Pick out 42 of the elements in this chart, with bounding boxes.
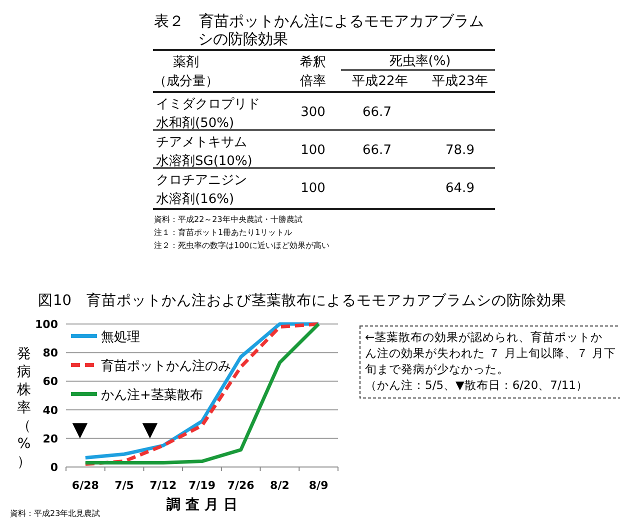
- x-axis-title: 調 査 月 日: [166, 496, 238, 513]
- text: 資料：平成22～23年中央農試・十勝農試: [154, 215, 302, 224]
- text: 資料：平成23年北見農試: [10, 509, 100, 518]
- y-tick-label: 20: [42, 432, 58, 446]
- x-tick-label: 7/19: [188, 479, 216, 492]
- data-label: 66.7: [362, 105, 392, 120]
- y-axis-title: 発病株率（%）: [16, 346, 31, 470]
- legend-label: 無処理: [101, 330, 140, 345]
- data-label: 100: [300, 181, 326, 196]
- text: ←茎葉散布の効果が認められ、育苗ポットかん注の効果が失われた ７ 月上旬以降、７ 月下旬まで発病が少なかった。（かん注：5/5、▼散布日：6/20、7/11）: [365, 330, 616, 392]
- y-tick-label: 100: [35, 318, 58, 331]
- y-tick-label: 40: [42, 404, 58, 417]
- x-tick-label: 希釈倍率: [300, 55, 326, 89]
- y-tick-label: クロチアニジン水溶剤(16%): [156, 173, 247, 207]
- data-label: 300: [300, 105, 326, 120]
- text: 死虫率(%): [389, 53, 451, 69]
- x-tick-label: 平成23年: [432, 74, 488, 89]
- x-tick-label: 8/2: [270, 479, 290, 492]
- x-tick-label: 7/5: [114, 479, 134, 492]
- x-tick-label: 6/28: [72, 479, 99, 492]
- data-label: 66.7: [362, 143, 392, 158]
- x-tick-label: 7/26: [227, 479, 255, 492]
- x-tick-label: 8/9: [308, 479, 328, 492]
- data-label: 100: [300, 143, 326, 158]
- chart-title: 図10 育苗ポットかん注および茎葉散布によるモモアカアブラムシの防除効果: [38, 292, 566, 309]
- y-tick-label: チアメトキサム水溶剤SG(10%): [156, 135, 252, 169]
- legend-label: 育苗ポットかん注のみ: [101, 358, 231, 374]
- chart-title: 表２ 育苗ポットかん注によるモモアカアブラムシの防除効果: [154, 12, 484, 48]
- annotation: ▼: [72, 417, 88, 441]
- text: 注１：育苗ポット1冊あたり1リットル: [154, 228, 292, 237]
- y-tick-label: イミダクロプリド水和剤(50%): [156, 97, 260, 131]
- text: 注２：死虫率の数字は100に近いほど効果が高い: [154, 241, 330, 250]
- data-label: 64.9: [446, 181, 474, 196]
- y-tick-label: 0: [50, 461, 58, 474]
- legend-label: かん注+茎葉散布: [101, 388, 203, 403]
- y-tick-label: 60: [42, 375, 58, 388]
- x-tick-label: 7/12: [150, 479, 177, 492]
- annotation: ▼: [142, 417, 158, 441]
- data-label: 78.9: [446, 143, 474, 158]
- y-tick-label: 80: [42, 346, 58, 360]
- x-tick-label: 平成22年: [352, 74, 408, 89]
- text: 薬剤（成分量）: [154, 55, 218, 89]
